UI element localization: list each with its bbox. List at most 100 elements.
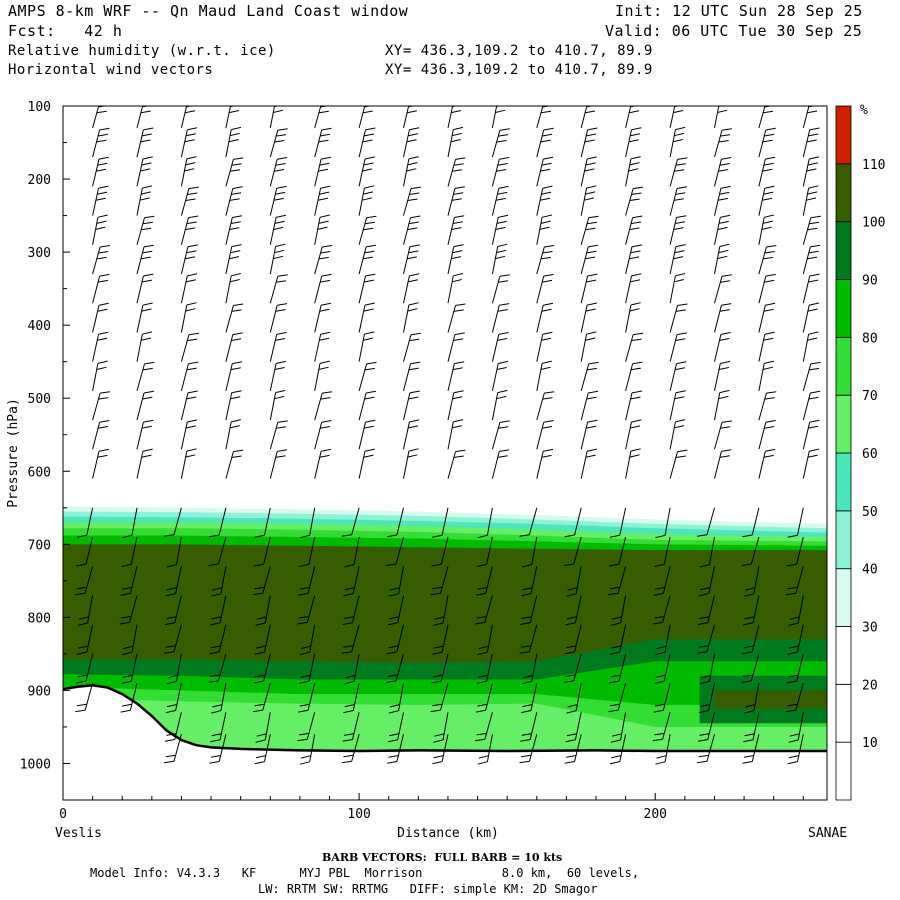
wind-barb	[433, 595, 449, 626]
wind-barb	[625, 302, 641, 333]
field-name-wind: Horizontal wind vectors	[8, 62, 214, 78]
wind-barb	[758, 448, 776, 479]
wind-barb	[714, 106, 728, 128]
wind-barb	[447, 303, 466, 333]
wind-barb	[269, 360, 287, 392]
wind-barb	[741, 536, 760, 566]
colorbar-label: 10	[862, 736, 878, 751]
wind-barb	[341, 507, 360, 537]
wind-barb	[403, 332, 421, 362]
wind-barb	[447, 157, 466, 187]
wind-barb	[432, 624, 449, 655]
wind-barb	[580, 185, 597, 216]
wind-barb	[210, 712, 227, 743]
wind-barb	[802, 390, 821, 421]
wind-barb	[536, 448, 554, 479]
wind-barb	[536, 331, 553, 362]
wind-barb	[741, 653, 760, 683]
colorbar-swatch	[835, 394, 852, 454]
wind-barb	[652, 712, 671, 742]
wind-barb	[610, 595, 627, 626]
wind-barb	[447, 244, 464, 275]
wind-barb	[314, 302, 331, 333]
wind-barb	[76, 653, 94, 684]
wind-barb	[403, 127, 420, 158]
wind-barb	[92, 106, 108, 129]
wind-barb	[669, 215, 687, 245]
wind-barb	[536, 185, 553, 216]
plot-frame	[62, 105, 828, 801]
wind-barb	[698, 682, 715, 714]
wind-barb	[343, 566, 360, 597]
wind-barb	[655, 624, 671, 656]
wind-barb	[491, 303, 510, 333]
wind-barb	[625, 156, 641, 187]
wind-barb	[136, 331, 153, 362]
wind-barb	[166, 653, 182, 685]
wind-barb	[269, 303, 288, 333]
wind-barb	[225, 449, 244, 479]
wind-barb	[536, 302, 554, 333]
wind-barb	[536, 127, 554, 158]
wind-barb	[269, 214, 287, 245]
barb-vector-note: BARB VECTORS: FULL BARB = 10 kts	[322, 851, 563, 864]
wind-barb	[714, 243, 730, 275]
wind-barb	[520, 595, 538, 625]
wind-barb	[121, 653, 138, 684]
wind-barb	[269, 106, 284, 128]
wind-barb	[536, 214, 552, 245]
wind-barb	[788, 595, 804, 626]
plot-title: AMPS 8-km WRF -- Qn Maud Land Coast wind…	[8, 2, 409, 20]
wind-barb	[653, 566, 671, 596]
wind-barb	[714, 274, 732, 304]
wind-barb	[314, 156, 331, 187]
wind-barb	[788, 712, 804, 743]
wind-barb	[269, 449, 288, 479]
wind-barb	[298, 536, 316, 567]
colorbar-swatch	[835, 568, 852, 627]
colorbar-swatch	[835, 221, 852, 280]
wind-barb	[297, 712, 316, 742]
wind-barb	[225, 244, 242, 275]
wind-barb	[697, 624, 715, 654]
wind-barb	[743, 712, 760, 743]
wind-barb	[180, 106, 195, 129]
wind-barb	[122, 624, 138, 656]
wind-barb	[669, 361, 687, 392]
colorbar-swatch	[835, 741, 852, 801]
wind-barb	[211, 683, 227, 714]
wind-barb	[669, 106, 684, 129]
wind-barb	[92, 127, 110, 158]
colorbar-swatch	[835, 626, 852, 685]
wind-barb	[447, 186, 465, 216]
wind-barb	[208, 653, 227, 683]
wind-barb	[786, 653, 804, 684]
wind-barb	[447, 215, 465, 245]
wind-barb	[358, 273, 376, 304]
wind-barb	[314, 448, 331, 479]
wind-barb	[447, 106, 462, 129]
wind-barb	[802, 302, 820, 333]
wind-barb	[299, 507, 316, 539]
wind-barb	[358, 156, 375, 187]
wind-barb	[180, 186, 199, 216]
wind-barb	[609, 507, 627, 538]
wind-barb	[225, 186, 243, 216]
wind-barb	[180, 302, 197, 333]
wind-barb	[136, 127, 154, 158]
wind-barb	[255, 595, 271, 626]
physics-info: LW: RRTM SW: RRTMG DIFF: simple KM: 2D S…	[258, 882, 598, 896]
wind-barb	[252, 682, 271, 713]
wind-barb	[580, 106, 596, 129]
wind-barb	[341, 734, 360, 764]
wind-barb	[76, 536, 94, 567]
colorbar-label: 70	[862, 389, 878, 404]
wind-barb	[269, 128, 288, 158]
wind-barb	[698, 566, 715, 597]
wind-barb	[269, 157, 288, 187]
wind-barb	[253, 653, 271, 684]
wind-barb	[180, 448, 197, 479]
wind-barb	[521, 536, 538, 568]
wind-barb	[225, 332, 243, 362]
